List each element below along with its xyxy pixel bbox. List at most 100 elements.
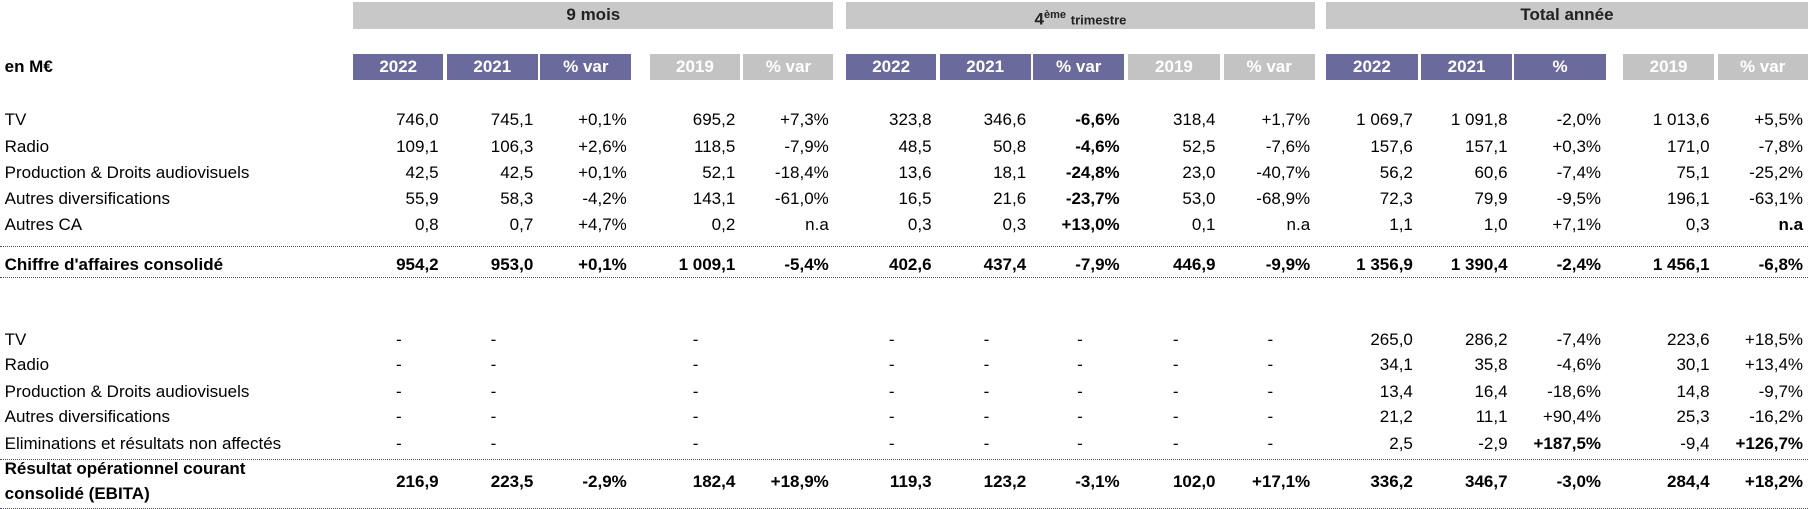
cell: - — [1172, 433, 1179, 453]
cell: 16,4 — [1474, 381, 1508, 401]
cell: -3,0% — [1556, 471, 1602, 491]
cell: 1 013,6 — [1652, 110, 1710, 130]
row-label: Production & Droits audiovisuels — [4, 163, 250, 183]
cell: 1 091,8 — [1450, 110, 1508, 130]
cell: +18,5% — [1744, 329, 1804, 349]
cell: 0,8 — [414, 215, 439, 235]
cell: - — [396, 381, 402, 401]
group-header-part: 4 — [1034, 9, 1044, 29]
column-header: 2021 — [939, 54, 1031, 80]
cell: - — [983, 381, 990, 401]
cell: +187,5% — [1533, 433, 1602, 453]
cell: 318,4 — [1172, 110, 1216, 130]
group-header: Total année — [1326, 2, 1808, 29]
cell: 171,0 — [1667, 136, 1710, 156]
cell: 18,1 — [993, 163, 1027, 183]
group-header-part: ème — [1043, 9, 1067, 22]
cell: 402,6 — [888, 254, 932, 274]
row-label: Autres diversifications — [4, 188, 170, 208]
separator — [0, 459, 1808, 461]
cell: - — [1267, 433, 1274, 453]
cell: 21,6 — [993, 188, 1027, 208]
cell: - — [983, 433, 990, 453]
cell: -9,5% — [1556, 188, 1602, 208]
cell: 157,1 — [1465, 136, 1508, 156]
cell: 56,2 — [1379, 163, 1413, 183]
cell: -9,9% — [1265, 254, 1311, 274]
cell: +0,3% — [1552, 136, 1602, 156]
cell: 954,2 — [396, 254, 439, 274]
cell: +4,7% — [578, 215, 627, 235]
cell: 286,2 — [1465, 329, 1508, 349]
cell: +0,1% — [578, 254, 627, 274]
cell: - — [888, 355, 895, 375]
cell: +13,0% — [1061, 215, 1120, 235]
column-header: 2022 — [846, 54, 937, 80]
cell: -7,8% — [1758, 136, 1804, 156]
cell: 223,5 — [490, 471, 534, 491]
cell: -4,2% — [582, 188, 627, 208]
cell: -6,8% — [1758, 254, 1804, 274]
cell: 52,1 — [702, 163, 736, 183]
cell: - — [1077, 407, 1083, 427]
separator — [0, 507, 1808, 509]
cell: 42,5 — [500, 163, 534, 183]
cell: - — [1077, 381, 1083, 401]
cell: -63,1% — [1749, 188, 1804, 208]
cell: - — [490, 355, 497, 375]
cell: +13,4% — [1744, 355, 1804, 375]
cell: 102,0 — [1172, 471, 1216, 491]
row-label: Résultat opérationnel courant — [4, 458, 246, 478]
column-header: 2021 — [446, 54, 538, 80]
cell: 55,9 — [405, 188, 439, 208]
cell: 14,8 — [1676, 381, 1710, 401]
cell: - — [692, 433, 699, 453]
cell: - — [888, 407, 895, 427]
cell: 119,3 — [889, 471, 932, 491]
cell: +7,3% — [780, 110, 829, 130]
cell: 58,3 — [500, 188, 534, 208]
cell: -2,0% — [1556, 110, 1602, 130]
cell: 745,1 — [490, 110, 534, 130]
cell: 79,9 — [1474, 188, 1508, 208]
separator — [0, 277, 1808, 279]
cell: - — [1172, 407, 1179, 427]
cell: 0,7 — [509, 215, 534, 235]
cell: 1,0 — [1483, 215, 1508, 235]
cell: - — [1267, 381, 1274, 401]
row-label: Radio — [4, 136, 50, 156]
column-header: % var — [743, 54, 834, 80]
cell: 13,4 — [1379, 381, 1413, 401]
cell: -25,2% — [1749, 163, 1804, 183]
cell: -5,4% — [784, 254, 829, 274]
cell: - — [1267, 355, 1274, 375]
cell: 60,6 — [1474, 163, 1508, 183]
row-label: Production & Droits audiovisuels — [4, 381, 250, 401]
cell: 21,2 — [1379, 407, 1413, 427]
cell: - — [1172, 381, 1179, 401]
column-header: % var — [1717, 54, 1808, 80]
cell: n.a — [805, 215, 829, 235]
cell: 437,4 — [983, 254, 1027, 274]
cell: 0,1 — [1191, 215, 1216, 235]
cell: +18,9% — [770, 471, 829, 491]
cell: - — [692, 407, 699, 427]
cell: - — [396, 433, 402, 453]
cell: 216,9 — [396, 471, 439, 491]
column-header: % var — [540, 54, 632, 80]
row-label: Chiffre d'affaires consolidé — [4, 254, 224, 274]
cell: - — [692, 329, 699, 349]
row-label: Radio — [4, 355, 50, 375]
cell: - — [692, 381, 699, 401]
cell: 1 356,9 — [1356, 254, 1413, 274]
cell: 746,0 — [396, 110, 439, 130]
cell: +0,1% — [578, 110, 627, 130]
cell: - — [490, 433, 497, 453]
cell: 196,1 — [1667, 188, 1710, 208]
row-label: TV — [4, 110, 27, 130]
cell: -68,9% — [1256, 188, 1311, 208]
cell: n.a — [1286, 215, 1311, 235]
cell: +5,5% — [1754, 110, 1804, 130]
row-label: Autres CA — [4, 215, 83, 235]
